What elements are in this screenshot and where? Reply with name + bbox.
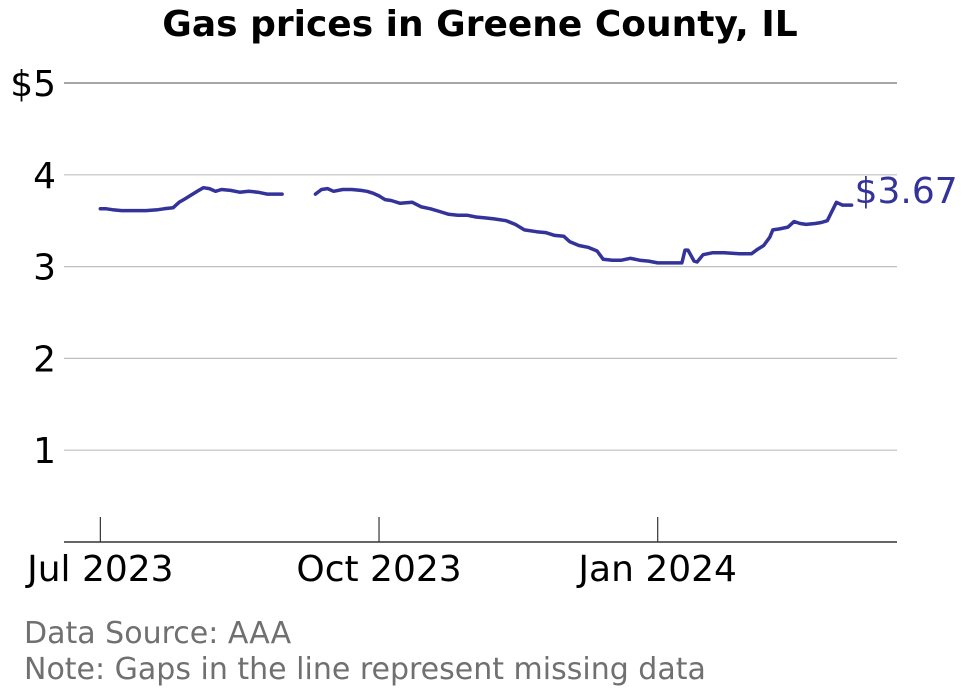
y-axis-tick-labels: 1 2 3 4 $5	[10, 64, 56, 472]
y-tick-label: 2	[33, 339, 56, 380]
x-axis	[64, 517, 897, 543]
x-axis-tick-labels: Jul 2023 Oct 2023 Jan 2024	[25, 549, 737, 590]
price-line-segment-2	[313, 186, 854, 265]
x-tick-label: Oct 2023	[296, 549, 461, 590]
y-tick-label: 4	[33, 156, 56, 197]
x-tick-label: Jan 2024	[576, 549, 737, 590]
price-series	[98, 185, 854, 265]
y-tick-label: 3	[33, 248, 56, 289]
x-tick-label: Jul 2023	[25, 549, 174, 590]
chart-title: Gas prices in Greene County, IL	[162, 4, 798, 45]
y-tick-label: $5	[10, 64, 56, 105]
data-source-note: Data Source: AAA	[24, 616, 292, 651]
gridlines	[64, 82, 897, 451]
latest-price-label: $3.67	[855, 171, 958, 212]
missing-data-note: Note: Gaps in the line represent missing…	[24, 652, 706, 687]
y-tick-label: 1	[33, 431, 56, 472]
price-line-segment-1	[98, 185, 284, 213]
